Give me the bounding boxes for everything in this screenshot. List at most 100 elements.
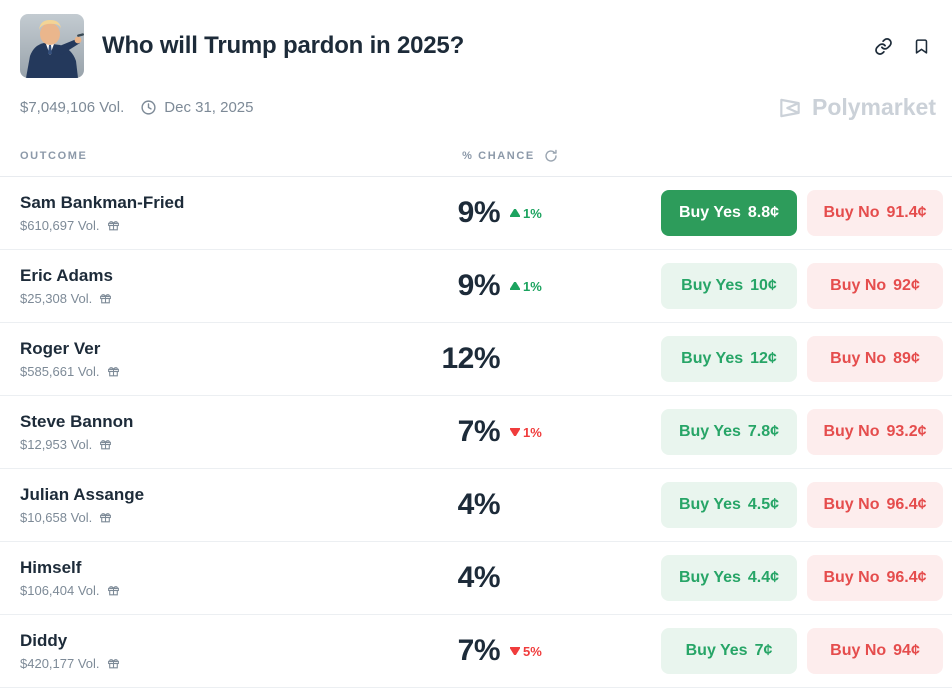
market-row-diddy[interactable]: Diddy $420,177 Vol. 7% 5% Buy Yes [0,615,952,688]
polymarket-logo-icon [780,98,800,117]
gift-icon[interactable] [107,365,120,378]
polymarket-watermark: Polymarket [777,94,936,121]
refresh-icon[interactable] [544,149,558,163]
chance-cell: 4% [390,488,630,522]
yes-price: 7.8¢ [747,423,780,440]
page-title: Who will Trump pardon in 2025? [102,32,465,59]
watermark-label: Polymarket [811,94,936,120]
bookmark-icon[interactable] [913,37,930,56]
gift-icon[interactable] [99,292,112,305]
change-up-icon [510,209,520,217]
outcome-volume: $10,658 Vol. [20,510,93,525]
buy-yes-label: Buy Yes [678,204,741,221]
chance-cell: 4% [390,561,630,595]
outcome-name: Julian Assange [20,485,145,504]
trade-actions: Buy Yes 7¢ Buy No 94¢ [661,628,943,674]
yes-price: 7¢ [754,642,773,659]
outcome-name: Himself [20,558,82,577]
no-price: 91.4¢ [886,204,927,221]
outcome-name: Sam Bankman-Fried [20,193,185,212]
outcome-column-header: OUTCOME [20,149,88,162]
outcome-name: Diddy [20,631,68,650]
market-row-julian-assange[interactable]: Julian Assange $10,658 Vol. 4% Buy Yes 4… [0,469,952,542]
buy-no-label: Buy No [823,204,880,221]
gift-icon[interactable] [107,219,120,232]
buy-no-button[interactable]: Buy No 89¢ [807,336,943,382]
buy-yes-button[interactable]: Buy Yes 7¢ [661,628,797,674]
outcome-cell: Sam Bankman-Fried $610,697 Vol. [20,193,390,233]
buy-no-label: Buy No [823,423,880,440]
chance-value: 9% [457,196,501,229]
market-header: Who will Trump pardon in 2025? [0,0,952,78]
buy-yes-label: Buy Yes [678,569,741,586]
outcome-volume-row: $12,953 Vol. [20,437,390,452]
outcome-name: Steve Bannon [20,412,134,431]
market-row-sam-bankman-fried[interactable]: Sam Bankman-Fried $610,697 Vol. 9% 1% Bu… [0,177,952,250]
change-up-icon [510,282,520,290]
outcome-volume: $585,661 Vol. [20,364,100,379]
yes-price: 12¢ [750,350,777,367]
buy-no-label: Buy No [823,569,880,586]
change-value: 1% [523,205,542,221]
gift-icon[interactable] [107,657,120,670]
buy-yes-label: Buy Yes [681,350,744,367]
outcome-name: Roger Ver [20,339,101,358]
buy-yes-button[interactable]: Buy Yes 10¢ [661,263,797,309]
change-value: 1% [523,278,542,294]
change-down-icon [510,428,520,436]
buy-no-button[interactable]: Buy No 94¢ [807,628,943,674]
market-row-roger-ver[interactable]: Roger Ver $585,661 Vol. 12% Buy Yes 12¢ [0,323,952,396]
trade-actions: Buy Yes 12¢ Buy No 89¢ [661,336,943,382]
buy-yes-button[interactable]: Buy Yes 4.4¢ [661,555,797,601]
buy-no-button[interactable]: Buy No 96.4¢ [807,555,943,601]
chance-value: 9% [457,269,501,302]
market-row-eric-adams[interactable]: Eric Adams $25,308 Vol. 9% 1% Buy Yes [0,250,952,323]
chance-cell: 7% 1% [390,415,630,449]
buy-yes-button[interactable]: Buy Yes 4.5¢ [661,482,797,528]
header-actions [874,37,936,56]
no-price: 96.4¢ [886,569,927,586]
buy-yes-label: Buy Yes [681,277,744,294]
total-volume: $7,049,106 Vol. [20,99,125,116]
end-date: Dec 31, 2025 [164,99,254,116]
chance-value: 7% [457,634,501,667]
gift-icon[interactable] [107,584,120,597]
buy-yes-button[interactable]: Buy Yes 12¢ [661,336,797,382]
yes-price: 4.5¢ [747,496,780,513]
buy-no-button[interactable]: Buy No 93.2¢ [807,409,943,455]
change-indicator: 5% [510,644,542,659]
chance-cell: 9% 1% [390,269,630,303]
copy-link-icon[interactable] [874,37,893,56]
outcome-cell: Steve Bannon $12,953 Vol. [20,412,390,452]
chance-value: 7% [457,415,501,448]
outcome-cell: Julian Assange $10,658 Vol. [20,485,390,525]
outcome-cell: Himself $106,404 Vol. [20,558,390,598]
trade-actions: Buy Yes 4.5¢ Buy No 96.4¢ [661,482,943,528]
buy-no-button[interactable]: Buy No 92¢ [807,263,943,309]
chance-cell: 7% 5% [390,634,630,668]
no-price: 93.2¢ [886,423,927,440]
chance-column-header: % CHANCE [390,149,630,163]
market-row-steve-bannon[interactable]: Steve Bannon $12,953 Vol. 7% 1% Buy Yes [0,396,952,469]
yes-price: 10¢ [750,277,777,294]
buy-no-button[interactable]: Buy No 91.4¢ [807,190,943,236]
change-indicator: 1% [510,206,542,221]
yes-price: 4.4¢ [747,569,780,586]
market-avatar [20,14,84,78]
gift-icon[interactable] [99,511,112,524]
trade-actions: Buy Yes 4.4¢ Buy No 96.4¢ [661,555,943,601]
buy-yes-button[interactable]: Buy Yes 7.8¢ [661,409,797,455]
yes-price: 8.8¢ [747,204,780,221]
change-down-icon [510,647,520,655]
market-row-himself[interactable]: Himself $106,404 Vol. 4% Buy Yes 4.4¢ [0,542,952,615]
buy-yes-button[interactable]: Buy Yes 8.8¢ [661,190,797,236]
gift-icon[interactable] [99,438,112,451]
buy-no-label: Buy No [823,496,880,513]
outcome-volume: $12,953 Vol. [20,437,93,452]
outcome-cell: Roger Ver $585,661 Vol. [20,339,390,379]
outcome-volume-row: $585,661 Vol. [20,364,390,379]
change-indicator: 1% [510,279,542,294]
buy-no-button[interactable]: Buy No 96.4¢ [807,482,943,528]
outcome-volume-row: $10,658 Vol. [20,510,390,525]
